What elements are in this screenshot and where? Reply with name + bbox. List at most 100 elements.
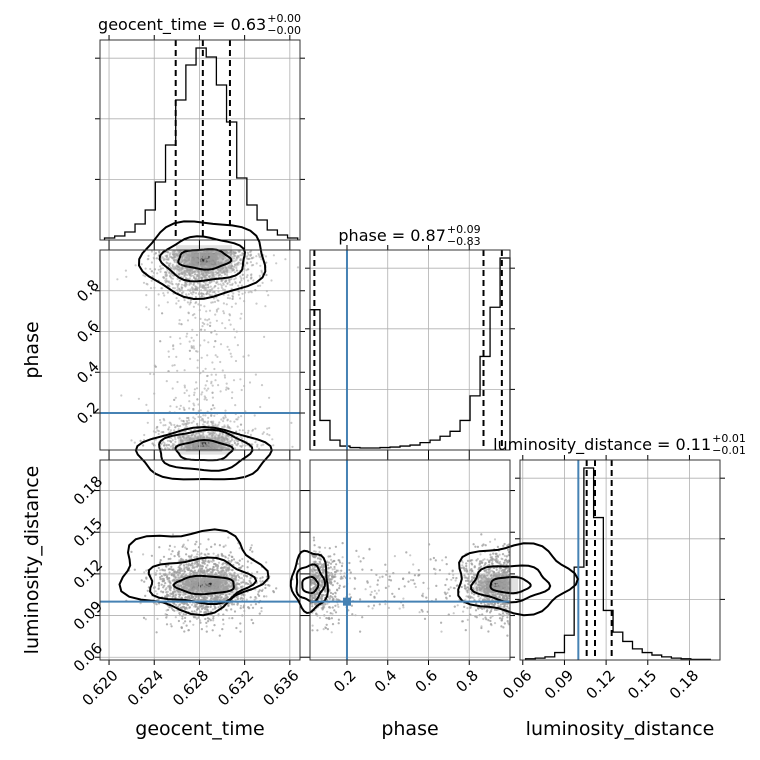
sample-point xyxy=(171,263,174,266)
sample-point xyxy=(203,339,206,342)
sample-point xyxy=(200,419,203,422)
sample-point xyxy=(142,444,145,447)
sample-point xyxy=(224,414,227,417)
sample-point xyxy=(238,281,242,284)
sample-point xyxy=(189,357,192,360)
sample-point xyxy=(222,283,225,286)
sample-point xyxy=(214,373,218,376)
sample-point xyxy=(219,269,222,272)
sample-point xyxy=(240,277,243,280)
sample-point xyxy=(173,261,176,264)
sample-point xyxy=(216,299,219,302)
sample-point xyxy=(214,259,217,262)
sample-point xyxy=(155,569,158,572)
sample-point xyxy=(224,437,227,440)
sample-point xyxy=(247,268,250,271)
sample-point xyxy=(190,421,193,424)
sample-point xyxy=(178,266,182,269)
sample-point xyxy=(187,629,190,632)
sample-point xyxy=(240,445,243,448)
sample-point xyxy=(223,273,226,276)
sample-point xyxy=(231,574,234,577)
sample-point xyxy=(215,319,218,322)
sample-point xyxy=(209,580,212,583)
sample-point xyxy=(193,417,196,420)
sample-point xyxy=(206,374,209,378)
sample-point xyxy=(172,602,176,605)
sample-point xyxy=(193,256,196,259)
sample-point xyxy=(217,268,220,271)
sample-point xyxy=(186,439,189,442)
sample-point xyxy=(166,274,169,277)
sample-point xyxy=(194,258,197,261)
sample-point xyxy=(217,274,220,277)
sample-point xyxy=(181,292,184,295)
sample-point xyxy=(205,625,208,628)
sample-point xyxy=(230,559,233,562)
sample-point xyxy=(184,272,187,275)
sample-point xyxy=(192,291,195,294)
sample-point xyxy=(188,421,191,424)
sample-point xyxy=(194,273,197,276)
sample-point xyxy=(228,617,231,620)
sample-point xyxy=(188,282,191,285)
sample-point xyxy=(192,305,195,308)
sample-point xyxy=(190,603,194,607)
sample-point xyxy=(202,370,205,373)
sample-point xyxy=(206,608,209,611)
sample-point xyxy=(145,576,148,579)
sample-point xyxy=(171,256,174,259)
sample-point xyxy=(201,325,204,328)
sample-point xyxy=(233,441,236,444)
sample-point xyxy=(246,582,250,586)
sample-point xyxy=(213,300,217,303)
sample-point xyxy=(200,581,203,584)
sample-point xyxy=(202,423,205,426)
sample-point xyxy=(227,557,230,560)
sample-point xyxy=(208,275,211,278)
sample-point xyxy=(188,438,192,441)
sample-point xyxy=(217,283,220,286)
sample-point xyxy=(255,255,258,258)
sample-point xyxy=(251,550,254,553)
sample-point xyxy=(222,266,225,269)
sample-point xyxy=(191,328,194,331)
sample-point xyxy=(180,323,183,326)
sample-point xyxy=(150,250,153,253)
sample-point xyxy=(258,274,261,277)
sample-point xyxy=(262,443,265,446)
sample-point xyxy=(166,280,169,283)
sample-point xyxy=(225,266,228,270)
sample-point xyxy=(258,447,261,450)
sample-point xyxy=(159,569,162,572)
sample-point xyxy=(233,420,236,423)
sample-point xyxy=(214,255,217,258)
sample-point xyxy=(169,252,172,255)
sample-point xyxy=(144,618,147,621)
sample-point xyxy=(208,258,211,261)
sample-point xyxy=(223,271,226,274)
sample-point xyxy=(220,257,223,260)
sample-point xyxy=(194,561,197,565)
sample-point xyxy=(204,559,207,562)
sample-point xyxy=(183,299,186,302)
sample-point xyxy=(250,562,253,565)
sample-point xyxy=(221,322,224,325)
sample-point xyxy=(188,349,191,352)
sample-point xyxy=(260,269,263,272)
sample-point xyxy=(231,267,234,270)
sample-point xyxy=(263,335,266,338)
sample-point xyxy=(174,616,177,619)
sample-point xyxy=(239,257,242,261)
sample-point xyxy=(230,439,233,442)
sample-point xyxy=(183,369,186,372)
sample-point xyxy=(205,389,208,392)
sample-point xyxy=(240,279,243,282)
sample-point xyxy=(258,594,261,598)
sample-point xyxy=(178,407,181,410)
sample-point xyxy=(192,259,195,262)
sample-point xyxy=(200,443,203,446)
sample-point xyxy=(167,443,170,447)
sample-point xyxy=(179,424,182,428)
sample-point xyxy=(171,444,174,447)
